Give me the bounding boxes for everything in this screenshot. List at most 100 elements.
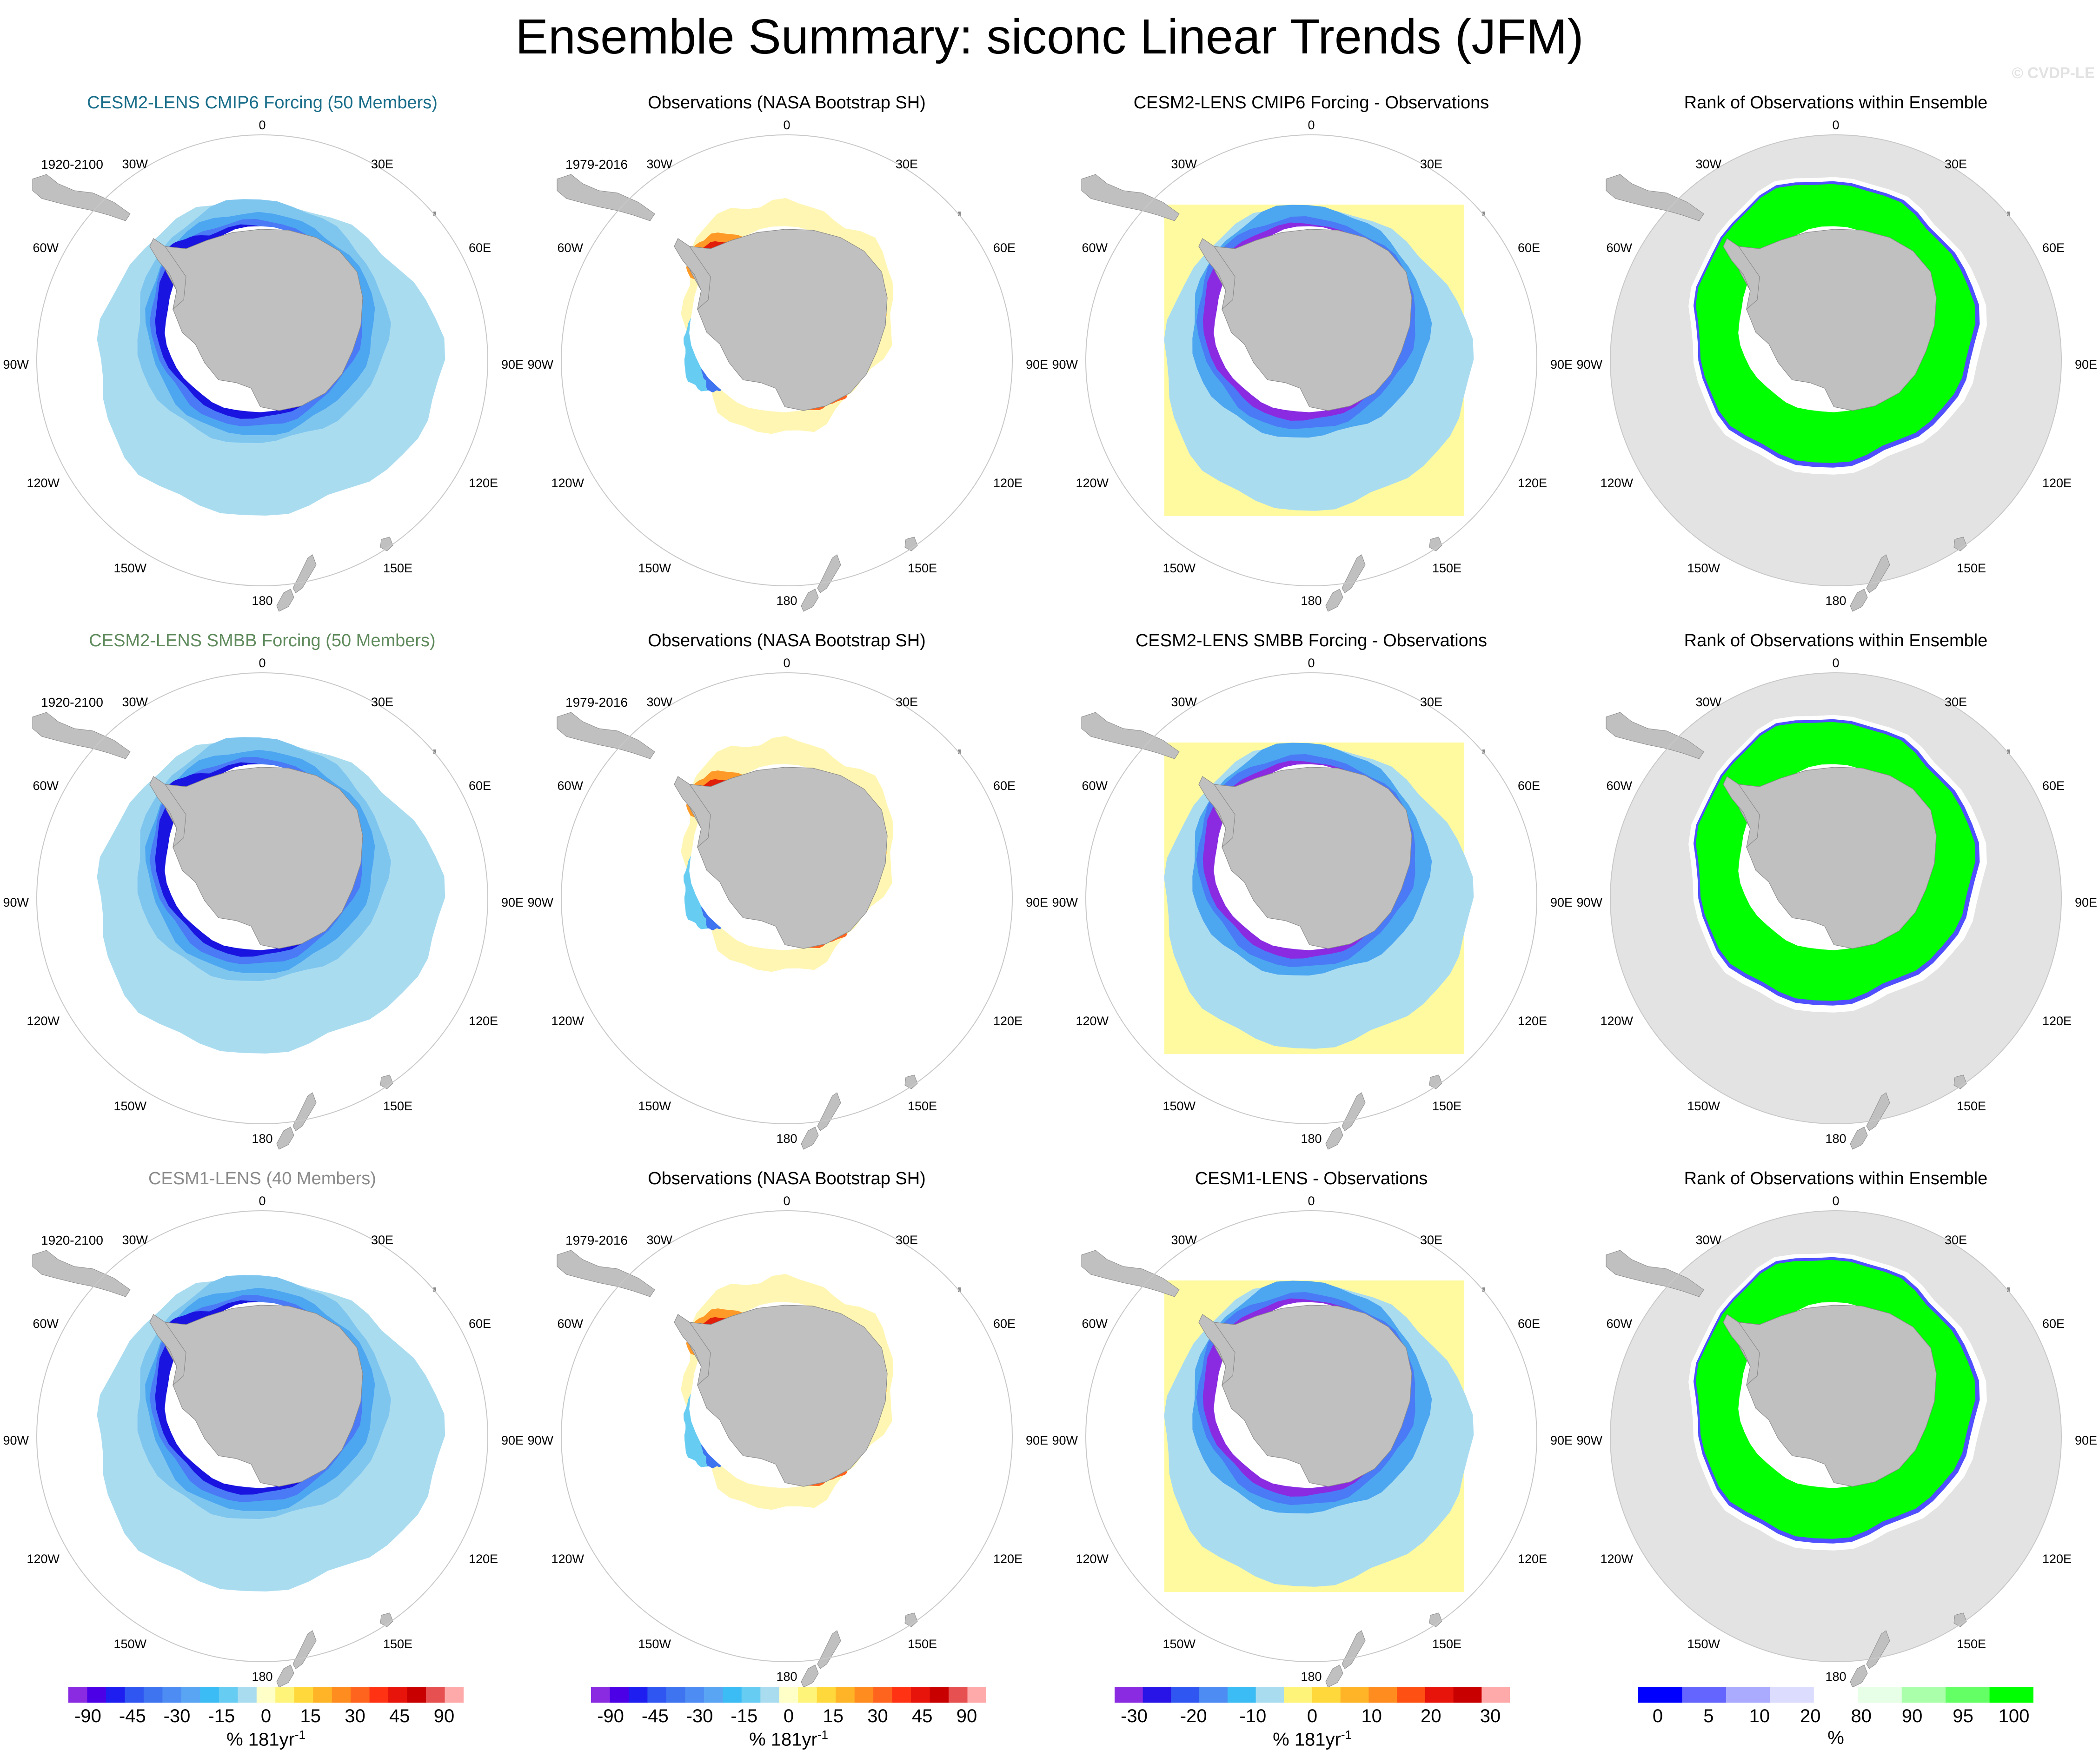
landmass (1081, 1250, 1180, 1297)
longitude-label: 180 (1301, 1670, 1322, 1684)
longitude-label: 150E (1957, 1637, 1986, 1651)
island-marker (958, 212, 961, 216)
landmass (1606, 712, 1704, 759)
island-marker (2007, 212, 2010, 216)
longitude-label: 0 (783, 118, 790, 132)
longitude-label: 120W (551, 1552, 584, 1566)
landmass (32, 712, 131, 759)
landmass (1429, 1612, 1442, 1627)
colorbar-tick-label: 15 (300, 1706, 321, 1726)
figure-title: Ensemble Summary: siconc Linear Trends (… (515, 9, 1584, 64)
colorbar-tick-label: 10 (1749, 1706, 1770, 1726)
longitude-label: 120W (1076, 1552, 1109, 1566)
longitude-label: 60E (1518, 241, 1540, 255)
colorbar-tick-label: 15 (823, 1706, 844, 1726)
colorbar-swatch (332, 1687, 351, 1703)
antarctica (1734, 1305, 1937, 1487)
colorbar-tick-label: 80 (1851, 1706, 1872, 1726)
longitude-label: 0 (1832, 656, 1839, 670)
trend-difference-field (1081, 174, 1485, 612)
panel-model-row1: CESM2-LENS CMIP6 Forcing (50 Members) 19… (0, 91, 525, 629)
panel-title: CESM2-LENS CMIP6 Forcing - Observations (1133, 93, 1489, 113)
landmass (380, 537, 393, 551)
antarctic-peninsula (674, 776, 711, 848)
longitude-label: 180 (776, 1132, 797, 1146)
colorbar-swatch (143, 1687, 163, 1703)
colorbar-swatch (388, 1687, 408, 1703)
longitude-label: 90W (3, 895, 29, 909)
period-label: 1920-2100 (41, 695, 103, 710)
colorbar-swatch (1368, 1687, 1397, 1703)
island-marker (433, 1287, 436, 1292)
colorbar-swatch (1199, 1687, 1228, 1703)
sea-ice-trend-field (32, 1250, 445, 1688)
longitude-label: 180 (776, 1670, 797, 1684)
colorbar-swatch (779, 1687, 798, 1703)
colorbar-tick-label: -30 (1121, 1706, 1148, 1726)
colorbar-tick-label: -20 (1180, 1706, 1207, 1726)
colorbar-swatch (1340, 1687, 1369, 1703)
longitude-label: 150E (1432, 1637, 1461, 1651)
colorbar-swatch (445, 1687, 464, 1703)
colorbar-swatch (723, 1687, 742, 1703)
longitude-label: 90E (2075, 895, 2097, 909)
longitude-label: 30E (896, 157, 918, 171)
landmass (817, 1630, 841, 1669)
colorbar-diff: -30 -20 -10 0 10 20 30 % 181yr-1 (1115, 1686, 1510, 1751)
longitude-label: 90W (1576, 895, 1602, 909)
colorbar-swatch (629, 1687, 648, 1703)
antarctica (1734, 767, 1937, 949)
landmass (1342, 1092, 1366, 1131)
longitude-label: 0 (259, 656, 266, 670)
panel-model-row2: CESM2-LENS SMBB Forcing (50 Members) 192… (0, 629, 525, 1167)
panel-diff-row3: CESM1-LENS - Observations 0 30E 60E 90E 120E… (1049, 1167, 1574, 1705)
colorbar-swatch (685, 1687, 704, 1703)
panel-obs-row1: Observations (NASA Bootstrap SH) 1979-20… (525, 91, 1049, 629)
colorbar-swatch (106, 1687, 126, 1703)
longitude-label: 30E (371, 695, 393, 709)
longitude-label: 180 (776, 594, 797, 608)
longitude-label: 90W (1576, 358, 1602, 371)
colorbar-swatch (1682, 1687, 1727, 1703)
colorbar-swatch (1813, 1687, 1858, 1703)
longitude-label: 30E (896, 695, 918, 709)
colorbar-obs: -90 -45 -30 -15 0 15 30 45 90 % 181yr-1 (591, 1686, 986, 1751)
longitude-label: 120E (2042, 476, 2072, 490)
colorbar-tick-label: -15 (208, 1706, 235, 1726)
colorbar-swatches: -90 -45 -30 -15 0 15 30 45 90 (591, 1687, 986, 1726)
period-label: 1979-2016 (565, 695, 628, 710)
sea-ice-trend-field (557, 174, 961, 612)
antarctic-peninsula (1198, 238, 1235, 310)
longitude-label: 150W (113, 1099, 146, 1113)
sea-ice-trend-field (557, 1250, 961, 1688)
landmass (32, 174, 131, 221)
landmass (1325, 1127, 1343, 1150)
longitude-label: 90W (1576, 1433, 1602, 1447)
island-marker (958, 749, 961, 754)
longitude-label: 60W (1082, 241, 1108, 255)
longitude-label: 180 (252, 594, 272, 608)
longitude-label: 60W (33, 241, 59, 255)
longitude-label: 120W (27, 1552, 60, 1566)
landmass (1081, 712, 1180, 759)
polar-map: 0 30E 60E 90E 120E 150E 180 150W 120W 90W 60W 30W (1576, 656, 2097, 1150)
watermark: © CVDP-LE (2012, 64, 2095, 81)
colorbar-swatch (911, 1687, 930, 1703)
antarctic-peninsula (149, 1314, 186, 1386)
longitude-label: 30E (371, 157, 393, 171)
landmass (1850, 1665, 1868, 1688)
landmass (1953, 537, 1967, 551)
panel-title: CESM1-LENS - Observations (1195, 1169, 1428, 1188)
longitude-label: 120W (1600, 476, 1633, 490)
longitude-label: 180 (252, 1670, 272, 1684)
longitude-label: 30E (1420, 1233, 1442, 1247)
colorbar-swatches: -90 -45 -30 -15 0 15 30 45 90 (68, 1687, 464, 1726)
longitude-label: 30W (1695, 157, 1721, 171)
panel-title: Rank of Observations within Ensemble (1684, 93, 1988, 113)
colorbar-rank: 0 5 10 20 80 90 95 100 % (1638, 1686, 2033, 1751)
period-label: 1920-2100 (41, 1233, 103, 1247)
antarctica (160, 1305, 363, 1487)
panel-rank-row3: Rank of Observations within Ensemble 0 30… (1574, 1167, 2098, 1705)
island-marker (1482, 749, 1485, 754)
longitude-label: 120E (1518, 1552, 1547, 1566)
